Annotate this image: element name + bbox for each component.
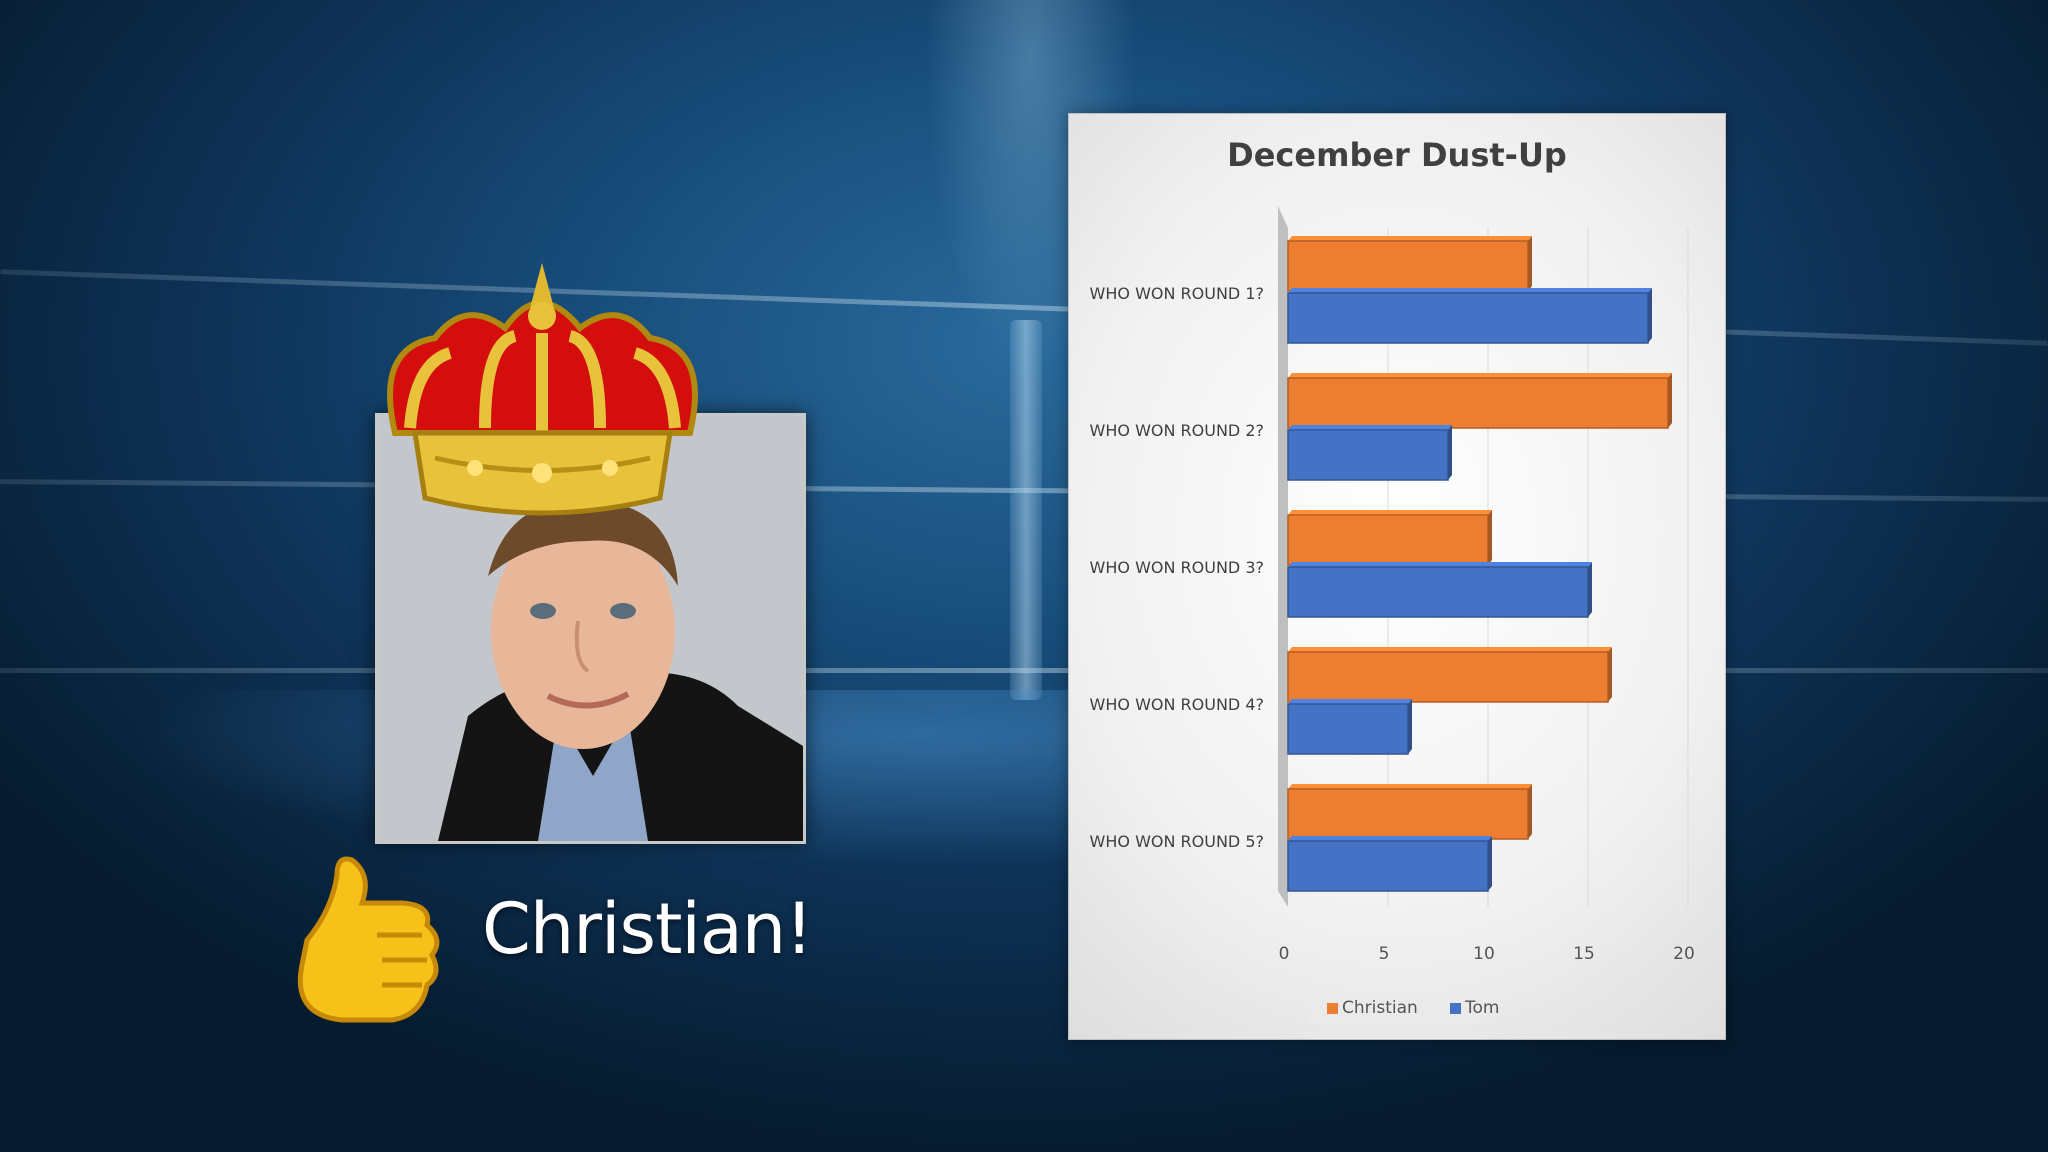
- bar-christian: [1287, 240, 1529, 292]
- category-label: WHO WON ROUND 3?: [1090, 558, 1264, 577]
- bar-side-christian: [1528, 784, 1532, 839]
- category-label: WHO WON ROUND 4?: [1090, 695, 1264, 714]
- bar-side-tom: [1408, 699, 1412, 754]
- bar-top-tom: [1288, 562, 1592, 567]
- bar-chart: December Dust-Up 0 5 10 15 20 WHO WON ROUND 1…: [1090, 136, 1695, 1024]
- x-tick-label: 5: [1379, 944, 1390, 964]
- x-tick-label: 20: [1673, 944, 1695, 964]
- bar-side-christian: [1488, 510, 1492, 565]
- bar-tom: [1287, 292, 1649, 344]
- bar-side-tom: [1588, 562, 1592, 617]
- x-tick-label: 10: [1473, 944, 1495, 964]
- bar-tom: [1287, 429, 1449, 481]
- thumbs-up-icon: [297, 856, 440, 1023]
- bar-christian: [1287, 788, 1529, 840]
- x-tick-label: 15: [1573, 944, 1595, 964]
- bar-side-tom: [1648, 288, 1652, 343]
- bar-side-christian: [1668, 373, 1672, 428]
- bar-side-christian: [1608, 647, 1612, 702]
- bar-top-tom: [1288, 699, 1412, 704]
- winner-photo: [375, 413, 806, 844]
- bar-christian: [1287, 514, 1489, 566]
- crown-icon: [387, 263, 698, 516]
- bar-top-christian: [1288, 510, 1492, 515]
- category-label: WHO WON ROUND 5?: [1090, 832, 1264, 851]
- bar-christian: [1287, 651, 1609, 703]
- category-label: WHO WON ROUND 2?: [1090, 421, 1264, 440]
- bar-top-christian: [1288, 373, 1672, 378]
- bar-top-christian: [1288, 236, 1532, 241]
- legend-label-christian: Christian: [1342, 998, 1418, 1018]
- axis-wall: [1278, 206, 1288, 907]
- bar-side-tom: [1488, 836, 1492, 891]
- bar-top-tom: [1288, 836, 1492, 841]
- bar-tom: [1287, 840, 1489, 892]
- bar-christian: [1287, 377, 1669, 429]
- legend-swatch-christian: [1327, 1003, 1338, 1014]
- bar-side-christian: [1528, 236, 1532, 291]
- winner-caption: Christian!: [482, 888, 813, 970]
- bar-top-tom: [1288, 425, 1452, 430]
- legend-label-tom: Tom: [1464, 998, 1499, 1018]
- chart-title: December Dust-Up: [1227, 136, 1567, 174]
- x-tick-label: 0: [1279, 944, 1290, 964]
- bar-top-tom: [1288, 288, 1652, 293]
- category-label: WHO WON ROUND 1?: [1090, 284, 1264, 303]
- chart-card: December Dust-Up 0 5 10 15 20 WHO WON ROUND 1…: [1068, 113, 1726, 1040]
- bar-tom: [1287, 703, 1409, 755]
- ring-post: [1010, 320, 1042, 700]
- legend-swatch-tom: [1450, 1003, 1461, 1014]
- bar-side-tom: [1448, 425, 1452, 480]
- bar-top-christian: [1288, 784, 1532, 789]
- bar-top-christian: [1288, 647, 1612, 652]
- bar-tom: [1287, 566, 1589, 618]
